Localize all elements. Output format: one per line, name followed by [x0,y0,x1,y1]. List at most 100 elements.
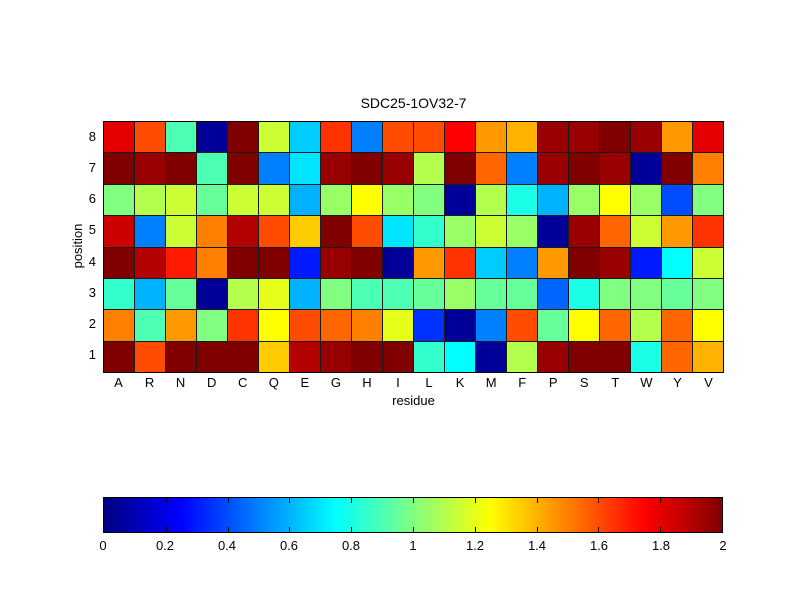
heatmap-cell [569,184,599,216]
heatmap-cell [476,153,506,184]
heatmap-cell [507,247,537,278]
heatmap-cell [445,153,475,184]
heatmap-cell [476,184,506,216]
heatmap-cell [631,122,661,153]
colorbar-tick [474,527,476,532]
colorbar-tick [227,498,229,503]
colorbar-tick-label: 1.4 [527,538,547,553]
heatmap-cell [104,341,134,372]
heatmap-cell [662,341,692,372]
heatmap-cell [600,341,630,372]
chart-title: SDC25-1OV32-7 [360,95,467,111]
heatmap-cell [600,310,630,341]
x-tick-label: I [396,375,400,390]
heatmap-cell [290,216,320,247]
heatmap-cell [538,184,568,216]
heatmap-cell [476,216,506,247]
colorbar-tick [660,498,662,503]
heatmap-cell [321,247,351,278]
heatmap-cell [166,341,196,372]
heatmap-cell [166,216,196,247]
heatmap-cell [321,278,351,310]
heatmap-cell [569,122,599,153]
heatmap-cell [135,278,165,310]
heatmap-cell [166,122,196,153]
heatmap-cell [383,341,413,372]
heatmap-cell [693,153,723,184]
heatmap-cell [631,341,661,372]
heatmap-cell [662,122,692,153]
colorbar [103,497,723,533]
heatmap-cell [321,122,351,153]
heatmap-cell [445,247,475,278]
heatmap-cell [290,153,320,184]
heatmap-cell [507,310,537,341]
heatmap-cell [166,184,196,216]
heatmap-cell [352,310,382,341]
colorbar-tick-label: 1 [409,538,417,553]
y-tick-label: 5 [88,222,96,238]
heatmap-cell [290,278,320,310]
heatmap-cell [569,216,599,247]
colorbar-tick-label: 1.2 [465,538,485,553]
heatmap-cell [383,278,413,310]
heatmap-cell [197,216,227,247]
heatmap-cell [414,310,444,341]
heatmap-cell [631,184,661,216]
heatmap-cell [507,278,537,310]
heatmap-cell [569,278,599,310]
x-tick-label: G [330,375,341,390]
heatmap-cell [290,247,320,278]
colorbar-tick [289,498,291,503]
heatmap-cell [414,184,444,216]
heatmap-cell [693,122,723,153]
heatmap-cell [321,341,351,372]
x-tick-label: R [144,375,155,390]
heatmap-cell [197,310,227,341]
colorbar-tick [289,527,291,532]
y-axis-label: position [70,223,85,269]
heatmap-cell [259,184,289,216]
heatmap-cell [104,278,134,310]
x-tick-label: D [206,375,217,390]
heatmap-cell [259,278,289,310]
heatmap-cell [135,247,165,278]
x-axis-label: residue [392,393,435,408]
x-tick-label: P [548,375,558,390]
colorbar-tick [351,527,353,532]
x-tick-label: M [485,375,497,390]
heatmap-cell [476,247,506,278]
heatmap-cell [662,153,692,184]
heatmap-cell [135,310,165,341]
heatmap-cell [228,247,258,278]
y-tick-label: 1 [88,347,96,363]
y-tick-label: 6 [88,191,96,207]
y-tick-label: 8 [88,128,96,144]
colorbar-tick-label: 0.2 [155,538,175,553]
heatmap-cell [383,310,413,341]
x-tick-label: E [300,375,310,390]
heatmap-cell [600,247,630,278]
x-tick-label: T [611,375,620,390]
heatmap-cell [445,184,475,216]
heatmap-cell [569,153,599,184]
x-tick-label: N [175,375,186,390]
x-tick-label: L [425,375,433,390]
colorbar-tick [351,498,353,503]
heatmap-cell [414,153,444,184]
x-tick-label: V [704,375,713,390]
heatmap-cell [135,153,165,184]
heatmap-cell [383,216,413,247]
heatmap-cell [600,216,630,247]
heatmap-cell [290,341,320,372]
heatmap-cell [507,216,537,247]
colorbar-tick-label: 2 [719,538,727,553]
heatmap-cell [104,310,134,341]
heatmap-cell [135,122,165,153]
heatmap-cell [476,122,506,153]
x-tick-label: A [114,375,123,390]
heatmap-cell [352,341,382,372]
heatmap-cell [507,122,537,153]
heatmap-cell [259,122,289,153]
